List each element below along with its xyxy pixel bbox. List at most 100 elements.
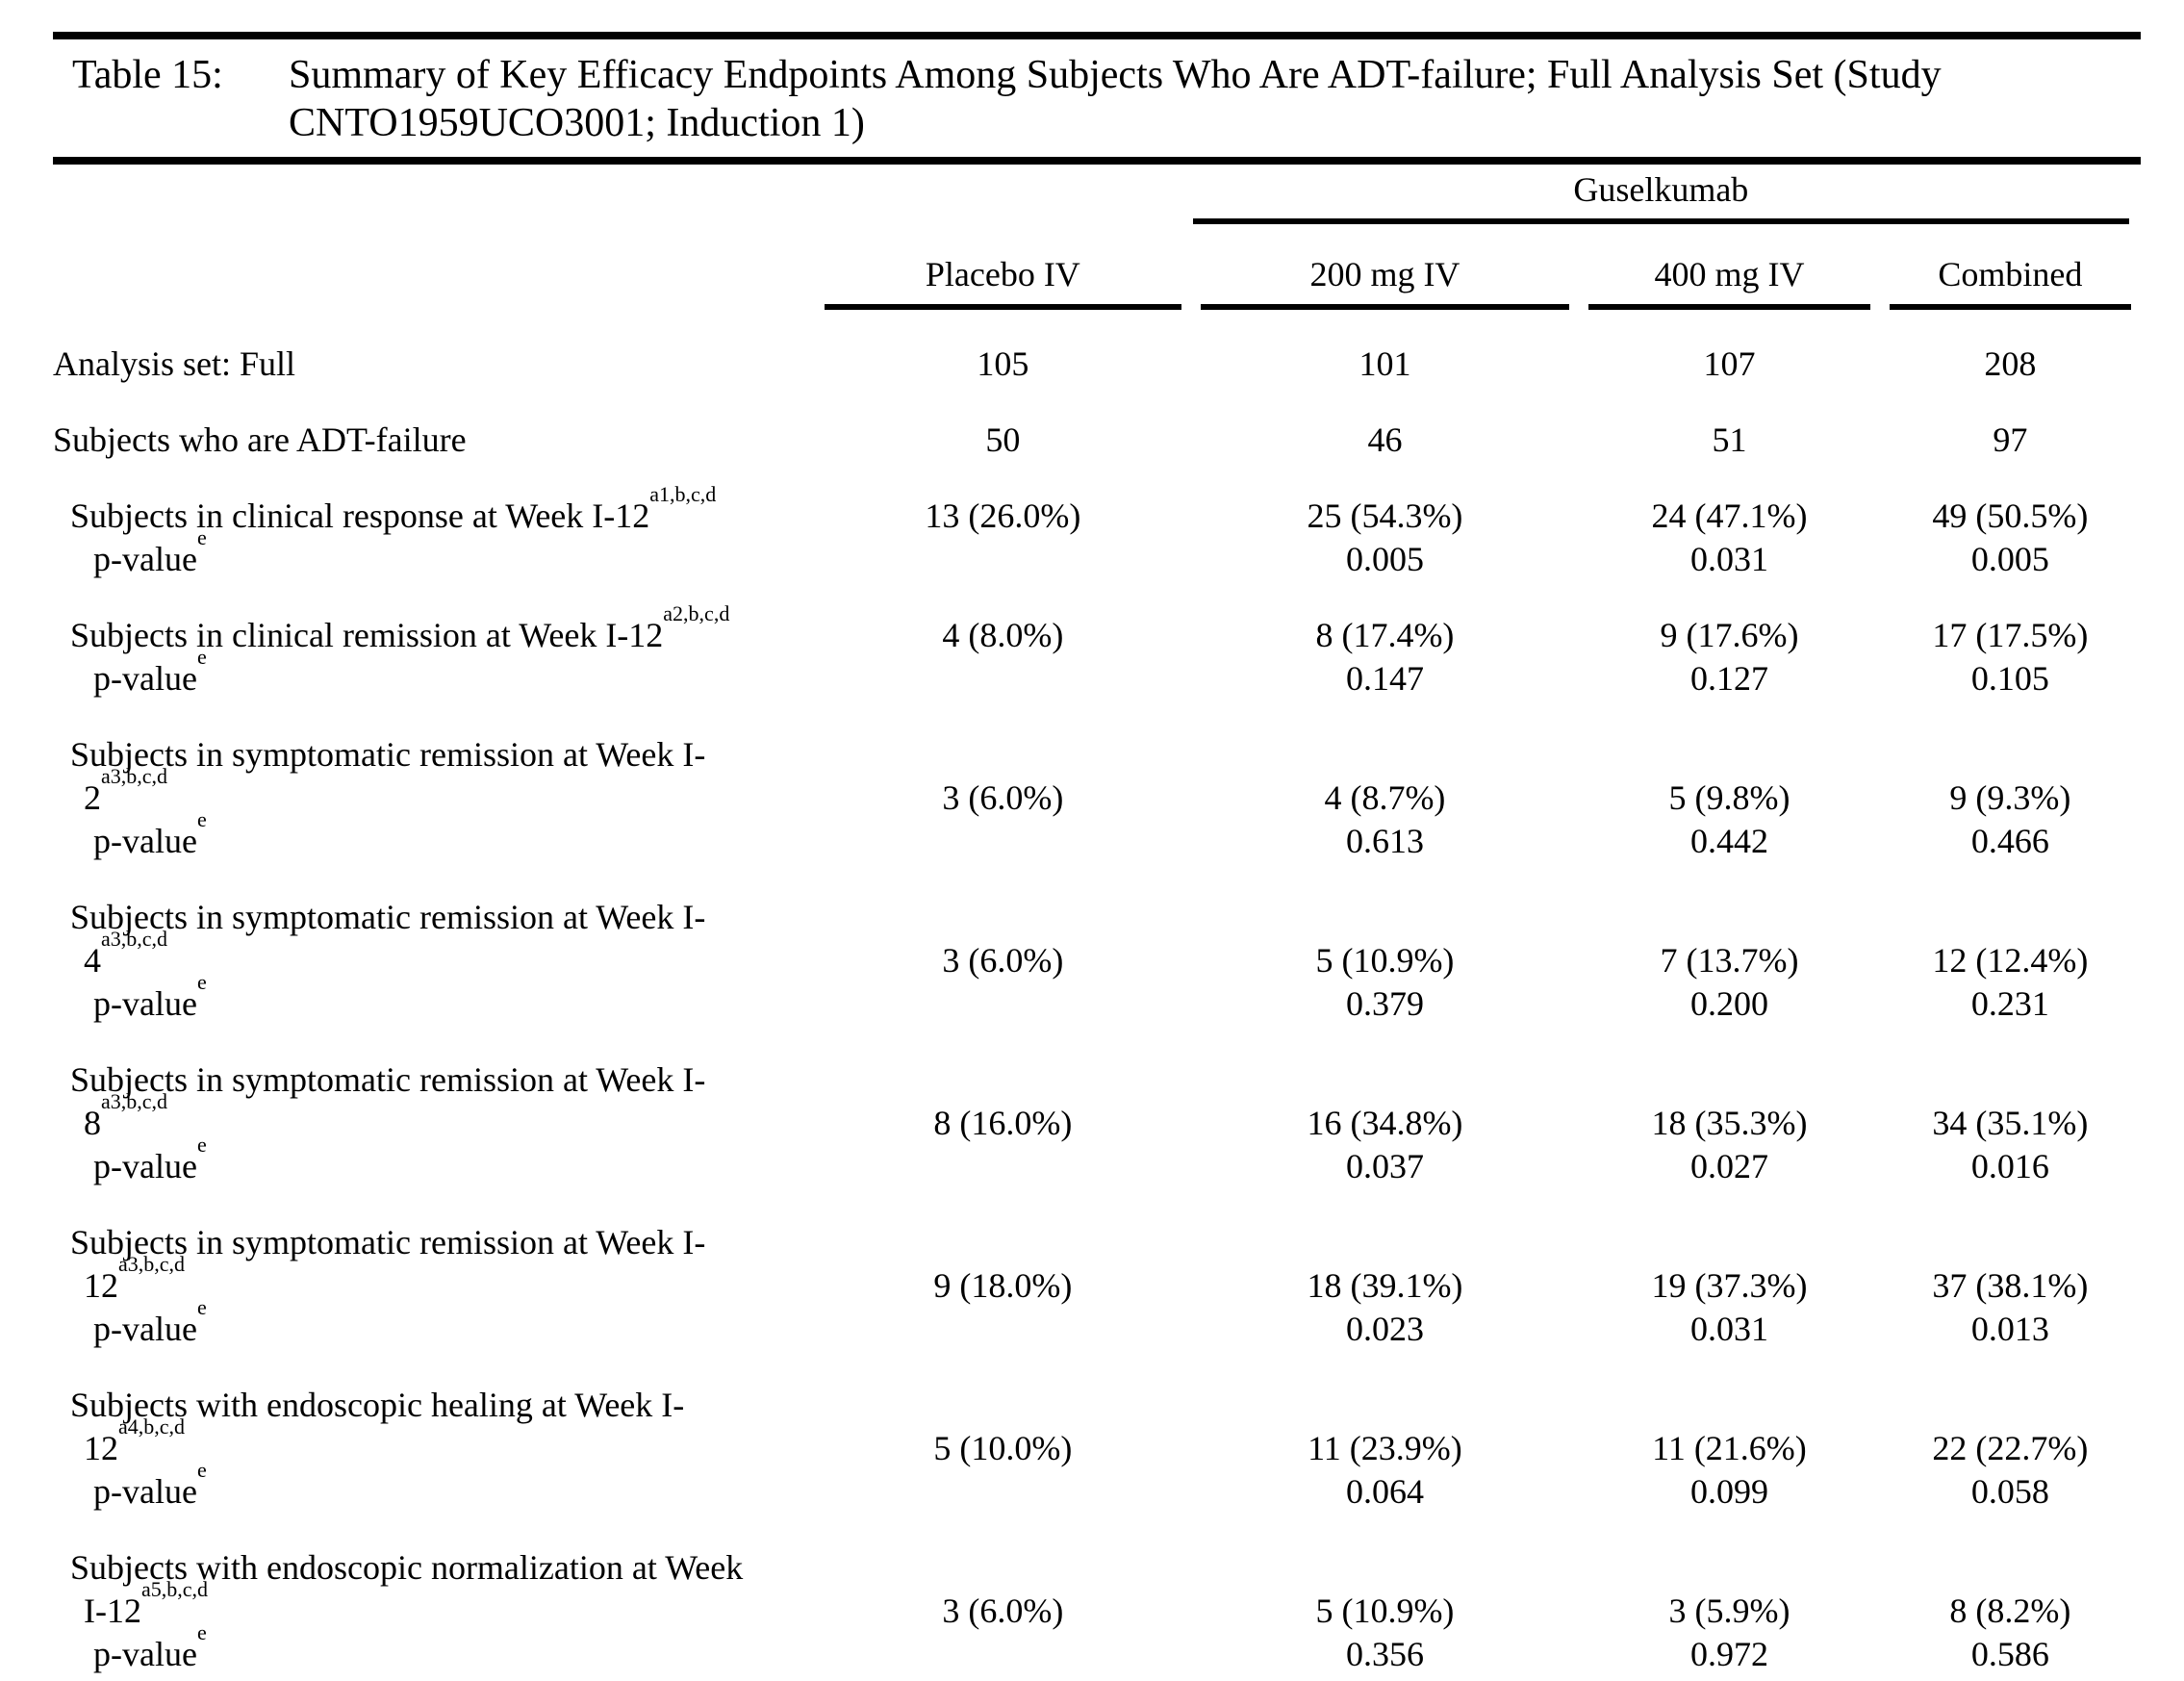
value-cell: 8 (16.0%) xyxy=(933,1104,1073,1142)
pvalue-label-text: p-value xyxy=(93,984,197,1023)
row-label-cell: Subjects with endoscopic normalization a… xyxy=(53,1514,815,1633)
column-header-combined: Combined xyxy=(1880,224,2141,310)
row-label-cell: p-valuee xyxy=(53,1460,815,1514)
value-cell: 51 xyxy=(1712,420,1747,459)
table-title-line2: CNTO1959UCO3001; Induction 1) xyxy=(289,101,865,145)
pvalue-cell: 0.099 xyxy=(1689,1472,1768,1511)
table-row-pvalue: p-valuee 0.356 0.972 0.586 xyxy=(53,1622,2141,1676)
row-label-cell: Subjects with endoscopic healing at Week… xyxy=(53,1351,815,1470)
endpoint-label-text: Subjects in symptomatic remission at Wee… xyxy=(70,735,706,774)
row-label-cell: p-valuee xyxy=(53,647,815,700)
pvalue-label-text: p-value xyxy=(93,1310,197,1348)
endpoint-label-text: I-12 xyxy=(84,1592,141,1630)
table-row-endpoint: Subjects in symptomatic remission at Wee… xyxy=(53,700,2141,820)
pvalue-cell: 0.031 xyxy=(1689,540,1768,578)
superscript: a4,b,c,d xyxy=(118,1414,186,1439)
endpoint-label: 2a3,b,c,d xyxy=(53,766,815,820)
superscript: e xyxy=(196,645,207,669)
table-body: Analysis set: Full 105 101 107 208 Subjects w… xyxy=(53,310,2141,1676)
endpoint-label: Subjects in clinical remission at Week I… xyxy=(53,603,815,657)
pvalue-label: p-valuee xyxy=(53,647,815,700)
pvalue-label-text: p-value xyxy=(93,822,197,860)
table-row-pvalue: p-valuee 0.023 0.031 0.013 xyxy=(53,1297,2141,1351)
pvalue-cell xyxy=(815,657,1191,700)
endpoint-label-text: Subjects in symptomatic remission at Wee… xyxy=(70,898,706,936)
value-cell: 208 xyxy=(1984,344,2037,383)
section-label: Analysis set: Full xyxy=(53,343,815,386)
superscript: a1,b,c,d xyxy=(649,482,717,506)
endpoint-label: 12a3,b,c,d xyxy=(53,1254,815,1308)
pvalue-label: p-valuee xyxy=(53,1460,815,1514)
row-label-cell: Subjects in clinical remission at Week I… xyxy=(53,581,815,657)
table-row-endpoint: Subjects in symptomatic remission at Wee… xyxy=(53,1026,2141,1145)
table-row-endpoint: Subjects in clinical response at Week I-… xyxy=(53,462,2141,538)
value-cell: 7 (13.7%) xyxy=(1660,941,1799,980)
table-row-section: Analysis set: Full 105 101 107 208 xyxy=(53,310,2141,386)
endpoint-label-text: Subjects in symptomatic remission at Wee… xyxy=(70,1060,706,1099)
pvalue-cell xyxy=(815,1470,1191,1514)
value-cell: 49 (50.5%) xyxy=(1932,497,2089,535)
superscript: e xyxy=(196,1620,207,1644)
value-cell: 9 (18.0%) xyxy=(933,1266,1073,1305)
value-cell: 34 (35.1%) xyxy=(1932,1104,2089,1142)
superscript: a3,b,c,d xyxy=(118,1252,186,1276)
superscript: e xyxy=(196,1295,207,1319)
value-cell: 5 (10.9%) xyxy=(1315,941,1455,980)
pvalue-label-text: p-value xyxy=(93,1635,197,1673)
pvalue-label: p-valuee xyxy=(53,1622,815,1676)
pvalue-cell: 0.005 xyxy=(1970,540,2049,578)
table-row-pvalue: p-valuee 0.613 0.442 0.466 xyxy=(53,809,2141,863)
pvalue-cell: 0.031 xyxy=(1689,1310,1768,1348)
value-cell: 3 (6.0%) xyxy=(942,941,1064,980)
value-cell: 101 xyxy=(1359,344,1411,383)
value-cell: 22 (22.7%) xyxy=(1932,1429,2089,1467)
table-row-section: Subjects who are ADT-failure 50 46 51 97 xyxy=(53,386,2141,462)
row-label-cell: p-valuee xyxy=(53,1297,815,1351)
value-cell: 4 (8.0%) xyxy=(942,616,1064,654)
endpoint-label-text: Subjects in clinical response at Week I-… xyxy=(70,497,650,535)
pvalue-cell xyxy=(815,1145,1191,1188)
endpoint-label-text: Subjects in symptomatic remission at Wee… xyxy=(70,1223,706,1261)
pvalue-label: p-valuee xyxy=(53,809,815,863)
table-row-endpoint: Subjects with endoscopic healing at Week… xyxy=(53,1351,2141,1470)
pvalue-label: p-valuee xyxy=(53,972,815,1026)
table-row-pvalue: p-valuee 0.379 0.200 0.231 xyxy=(53,972,2141,1026)
endpoint-label: 8a3,b,c,d xyxy=(53,1091,815,1145)
endpoint-label: Subjects in symptomatic remission at Wee… xyxy=(53,896,815,939)
row-label-cell: Subjects in symptomatic remission at Wee… xyxy=(53,700,815,820)
pvalue-cell: 0.058 xyxy=(1970,1472,2049,1511)
pvalue-cell: 0.127 xyxy=(1689,659,1768,698)
value-cell: 11 (23.9%) xyxy=(1308,1429,1462,1467)
guselkumab-group-header: Guselkumab xyxy=(1191,165,2141,224)
table-header: Guselkumab Placebo IV 200 mg IV 400 mg I… xyxy=(53,165,2141,310)
table-title: Table 15: Summary of Key Efficacy Endpoi… xyxy=(53,39,2141,157)
value-cell: 16 (34.8%) xyxy=(1307,1104,1463,1142)
value-cell: 8 (8.2%) xyxy=(1949,1592,2071,1630)
value-cell: 3 (6.0%) xyxy=(942,1592,1064,1630)
pvalue-cell xyxy=(815,982,1191,1026)
superscript: e xyxy=(196,807,207,831)
pvalue-cell: 0.379 xyxy=(1345,984,1424,1023)
value-cell: 4 (8.7%) xyxy=(1324,778,1446,817)
pvalue-cell: 0.005 xyxy=(1345,540,1424,578)
endpoint-label: I-12a5,b,c,d xyxy=(53,1579,815,1633)
value-cell: 8 (17.4%) xyxy=(1315,616,1455,654)
superscript: a5,b,c,d xyxy=(140,1577,209,1601)
pvalue-cell: 0.064 xyxy=(1345,1472,1424,1511)
value-cell: 50 xyxy=(985,420,1021,459)
pvalue-label: p-valuee xyxy=(53,527,815,581)
row-label-cell: p-valuee xyxy=(53,1622,815,1676)
title-bottom-rule xyxy=(53,157,2141,165)
value-cell: 5 (10.0%) xyxy=(933,1429,1073,1467)
endpoint-label: 4a3,b,c,d xyxy=(53,929,815,982)
pvalue-cell: 0.972 xyxy=(1689,1635,1768,1673)
endpoint-label-text: 2 xyxy=(84,778,101,817)
pvalue-cell: 0.613 xyxy=(1345,822,1424,860)
endpoint-label-text: 12 xyxy=(84,1266,118,1305)
superscript: e xyxy=(196,1133,207,1157)
endpoint-label-text: Subjects with endoscopic normalization a… xyxy=(70,1548,744,1587)
pvalue-label-text: p-value xyxy=(93,1147,197,1185)
superscript: a3,b,c,d xyxy=(101,927,168,951)
guselkumab-group-label: Guselkumab xyxy=(1192,165,2129,224)
value-cell: 5 (9.8%) xyxy=(1668,778,1790,817)
